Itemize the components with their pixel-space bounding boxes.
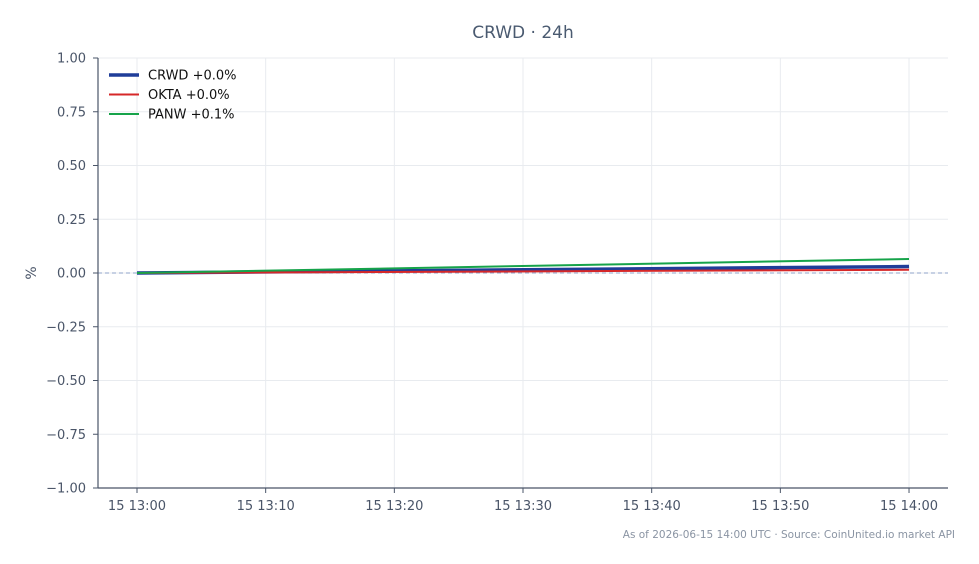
y-tick-label: −0.25 [46, 320, 86, 335]
y-tick-label: −1.00 [46, 482, 86, 497]
x-tick-label: 15 13:20 [365, 499, 423, 514]
series-line-panw [136, 258, 910, 274]
x-ticks: 15 13:00 15 13:10 15 13:20 15 13:30 15 13:40… [108, 488, 938, 514]
y-tick-label: 0.00 [57, 267, 86, 282]
y-ticks: 1.00 0.75 0.50 0.25 0.00 −0.25 −0.50 −0.75 −1.00 [46, 52, 98, 497]
series-group [136, 258, 910, 275]
legend: CRWD +0.0% OKTA +0.0% PANW +0.1% [109, 69, 237, 123]
x-tick-label: 15 13:30 [494, 499, 552, 514]
chart-title: CRWD · 24h [472, 23, 574, 43]
y-tick-label: 1.00 [57, 52, 86, 67]
y-axis-label: % [24, 266, 40, 279]
y-tick-label: −0.75 [46, 428, 86, 443]
x-tick-label: 15 14:00 [880, 499, 938, 514]
y-tick-label: −0.50 [46, 374, 86, 389]
y-tick-label: 0.25 [57, 213, 86, 228]
x-tick-label: 15 13:40 [623, 499, 681, 514]
legend-label: PANW +0.1% [148, 108, 235, 123]
series-line-okta [136, 268, 910, 274]
y-tick-label: 0.75 [57, 105, 86, 120]
y-tick-label: 0.50 [57, 159, 86, 174]
legend-label: OKTA +0.0% [148, 88, 230, 103]
legend-label: CRWD +0.0% [148, 69, 237, 84]
x-tick-label: 15 13:10 [237, 499, 295, 514]
x-tick-label: 15 13:50 [751, 499, 809, 514]
x-tick-label: 15 13:00 [108, 499, 166, 514]
footer-source: As of 2026-06-15 14:00 UTC · Source: Coi… [623, 529, 955, 541]
